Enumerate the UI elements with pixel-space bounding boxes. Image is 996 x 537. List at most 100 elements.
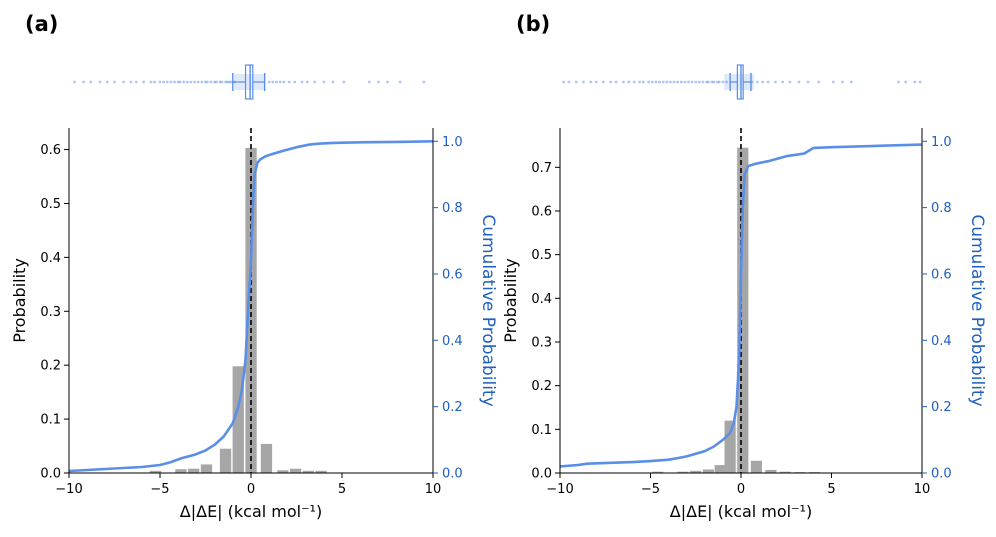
- rug-point: [220, 80, 224, 84]
- histogram-bar: [219, 448, 232, 473]
- rug-point: [567, 80, 571, 84]
- box-iqr: [244, 64, 254, 100]
- rug-point: [712, 80, 716, 84]
- histogram-bar: [200, 464, 213, 473]
- x-tick-label: 10: [914, 482, 931, 497]
- panel-label: (a): [25, 12, 58, 36]
- rug-point: [162, 80, 166, 84]
- rug-point: [774, 80, 777, 84]
- rug-point: [271, 80, 275, 84]
- y2-axis-label: Cumulative Probability: [478, 214, 498, 406]
- histogram-bar: [149, 470, 162, 473]
- rug-point: [831, 80, 835, 84]
- y2-tick-label: 0.6: [442, 267, 463, 282]
- y-tick-label: 0.4: [531, 292, 552, 307]
- panel-a: (a)−10 −5 0 5 100.00.10.20.30.40.50.60.00.20…: [10, 12, 498, 521]
- rug-point: [622, 80, 625, 84]
- rug-point: [185, 80, 189, 84]
- histogram-bar: [779, 471, 791, 473]
- rug-point: [797, 80, 801, 84]
- rug-point: [913, 80, 917, 84]
- rug-point: [129, 80, 133, 84]
- rug-point: [122, 80, 125, 84]
- rug-strip: [73, 74, 426, 90]
- panel-label: (b): [516, 12, 550, 36]
- x-tick-label: 0: [247, 482, 255, 497]
- rug-point: [398, 80, 402, 84]
- rug-point: [841, 80, 844, 84]
- box-plot: [232, 64, 266, 100]
- x-tick-label: −5: [641, 482, 660, 497]
- x-tick-label: 10: [425, 482, 442, 497]
- rug-point: [788, 80, 792, 84]
- histogram-bar: [188, 468, 200, 473]
- y-tick-label: 0.3: [40, 305, 61, 320]
- rug-point: [196, 80, 200, 84]
- rug-point: [672, 80, 676, 84]
- histogram-bar: [690, 470, 702, 473]
- box-iqr: [736, 64, 744, 100]
- histogram-bar: [724, 420, 736, 473]
- box-plot: [729, 64, 752, 100]
- rug-point: [113, 80, 116, 84]
- rug-point: [806, 80, 810, 84]
- rug-point: [687, 80, 690, 84]
- rug-point: [609, 80, 613, 84]
- rug-point: [422, 80, 426, 84]
- rug-point: [650, 80, 654, 84]
- histogram-bar: [175, 469, 187, 473]
- rug-point: [694, 80, 698, 84]
- y2-tick-label: 0.6: [931, 267, 952, 282]
- histogram-bar: [289, 468, 302, 473]
- rug-point: [755, 80, 759, 84]
- rug-point: [149, 80, 153, 84]
- cumulative-series-line: [68, 140, 434, 473]
- rug-point: [229, 80, 233, 84]
- rug-point: [638, 80, 641, 84]
- y-tick-label: 0.2: [531, 379, 552, 394]
- rug-point: [98, 80, 102, 84]
- rug-point: [707, 80, 710, 84]
- rug-point: [850, 80, 853, 84]
- x-tick-label: 5: [338, 482, 346, 497]
- rug-point: [701, 80, 705, 84]
- histogram-bar: [737, 147, 749, 473]
- y-tick-label: 0.3: [531, 335, 552, 350]
- rug-point: [134, 80, 138, 84]
- rug-point: [322, 80, 326, 84]
- rug-point: [293, 80, 297, 84]
- y2-tick-label: 0.8: [931, 201, 952, 216]
- rug-point: [904, 80, 908, 84]
- x-axis-label: Δ|ΔE| (kcal mol⁻¹): [180, 502, 322, 521]
- rug-point: [665, 80, 669, 84]
- rug-point: [282, 80, 286, 84]
- rug-point: [658, 80, 661, 84]
- rug-point: [169, 80, 173, 84]
- y2-tick-label: 0.2: [442, 400, 463, 415]
- histogram-bar: [677, 471, 689, 473]
- rug-point: [589, 80, 593, 84]
- y-tick-label: 0.2: [40, 359, 61, 374]
- rug-point: [331, 80, 335, 84]
- histogram-bar: [750, 460, 762, 473]
- rug-point: [342, 80, 346, 84]
- rug-point: [182, 80, 186, 84]
- x-tick-label: −10: [546, 482, 573, 497]
- rug-point: [89, 80, 93, 84]
- rug-point: [173, 80, 177, 84]
- rug-point: [676, 80, 679, 84]
- x-axis-label: Δ|ΔE| (kcal mol⁻¹): [670, 502, 812, 521]
- rug-point: [683, 80, 687, 84]
- histogram-bars: [652, 147, 820, 473]
- y-tick-label: 0.6: [531, 204, 552, 219]
- rug-point: [82, 80, 85, 84]
- y2-tick-label: 0.0: [442, 467, 463, 482]
- x-tick-label: −5: [150, 482, 169, 497]
- rug-point: [717, 80, 721, 84]
- y-tick-label: 0.7: [531, 161, 552, 176]
- rug-point: [562, 80, 565, 84]
- rug-point: [781, 80, 784, 84]
- rug-point: [761, 80, 765, 84]
- rug-point: [721, 80, 725, 84]
